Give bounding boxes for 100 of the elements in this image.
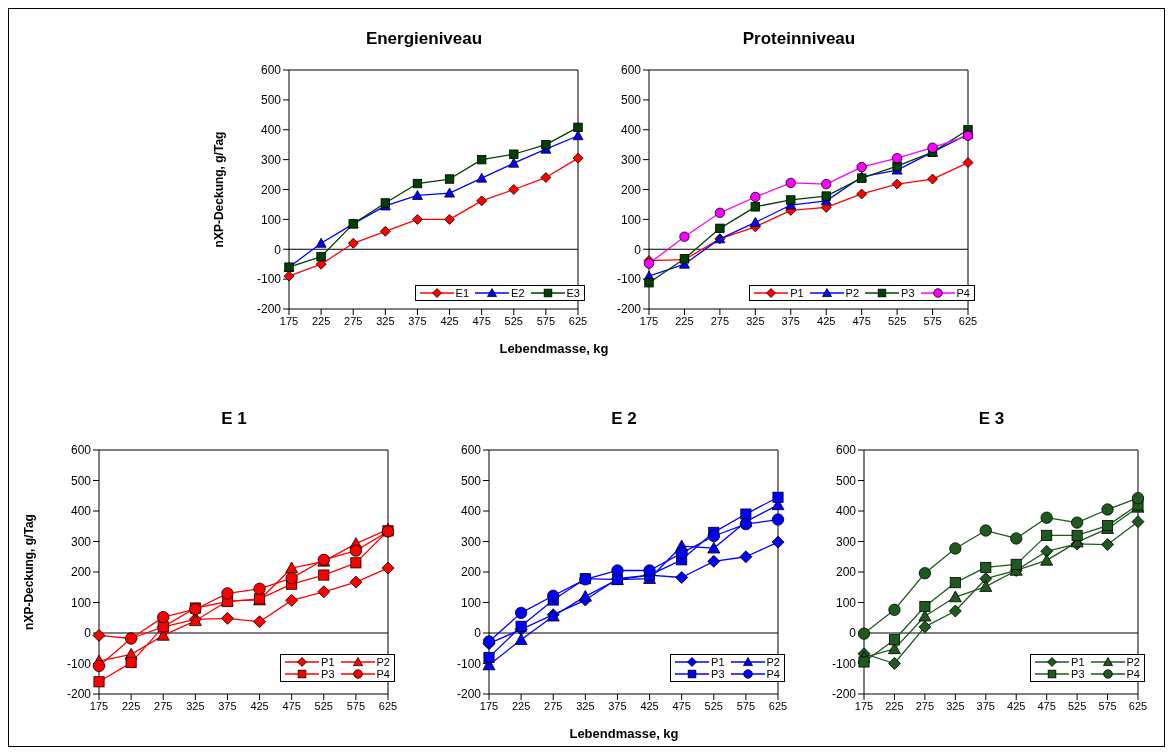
y-axis-title: nXP-Deckung, g/Tag bbox=[212, 131, 227, 248]
x-tick-label: 175 bbox=[89, 699, 109, 712]
y-tick-label: 100 bbox=[620, 212, 642, 227]
x-tick-label: 575 bbox=[346, 699, 366, 712]
legend-label: P2 bbox=[1126, 656, 1140, 668]
y-tick-label: 200 bbox=[70, 565, 92, 580]
legend-label: P2 bbox=[845, 287, 860, 299]
y-tick-label: 100 bbox=[460, 595, 482, 610]
legend-label: P4 bbox=[766, 668, 780, 680]
y-axis-title: nXP-Deckung, g/Tag bbox=[22, 514, 37, 630]
x-tick-label: 225 bbox=[311, 314, 331, 327]
legend-label: P4 bbox=[376, 668, 390, 680]
y-tick-label: 300 bbox=[260, 152, 282, 167]
y-tick-label: 100 bbox=[835, 595, 857, 610]
y-tick-label: 200 bbox=[260, 182, 282, 197]
x-tick-label: 275 bbox=[710, 314, 730, 327]
x-tick-label: 325 bbox=[376, 314, 395, 327]
legend-label: P1 bbox=[1071, 656, 1085, 668]
legend-label: P1 bbox=[321, 656, 335, 668]
x-axis-title: Lebendmasse, kg bbox=[568, 726, 680, 741]
y-tick-label: 400 bbox=[835, 504, 857, 519]
x-tick-label: 475 bbox=[672, 699, 691, 712]
x-tick-label: 575 bbox=[536, 314, 556, 327]
x-tick-label: 275 bbox=[915, 699, 935, 712]
y-tick-label: 200 bbox=[460, 565, 482, 580]
x-tick-label: 325 bbox=[946, 699, 965, 712]
y-tick-label: -200 bbox=[66, 687, 92, 702]
x-tick-label: 425 bbox=[817, 314, 836, 327]
legend-label: P4 bbox=[956, 287, 970, 299]
x-tick-label: 225 bbox=[675, 314, 694, 327]
y-tick-label: -200 bbox=[256, 302, 282, 317]
x-tick-label: 375 bbox=[781, 314, 800, 327]
legend-label: P1 bbox=[790, 287, 804, 299]
y-tick-label: 500 bbox=[70, 473, 92, 488]
chart-title: E 3 bbox=[977, 409, 1006, 429]
y-tick-label: 400 bbox=[620, 123, 642, 138]
x-tick-label: 525 bbox=[1067, 699, 1087, 712]
y-tick-label: 300 bbox=[70, 534, 92, 549]
y-tick-label: -100 bbox=[616, 272, 642, 287]
y-tick-label: -100 bbox=[831, 656, 857, 671]
y-tick-label: 100 bbox=[260, 212, 282, 227]
x-tick-label: 375 bbox=[408, 314, 427, 327]
x-tick-label: 325 bbox=[576, 699, 595, 712]
legend-label: P4 bbox=[1126, 668, 1140, 680]
x-tick-label: 425 bbox=[250, 699, 269, 712]
legend-label: P1 bbox=[711, 656, 725, 668]
x-tick-label: 175 bbox=[479, 699, 499, 712]
y-tick-label: 500 bbox=[620, 93, 642, 108]
y-tick-label: 400 bbox=[70, 504, 92, 519]
x-tick-label: 325 bbox=[746, 314, 765, 327]
x-tick-label: 375 bbox=[218, 699, 237, 712]
x-tick-label: 175 bbox=[279, 314, 299, 327]
x-tick-label: 575 bbox=[1098, 699, 1117, 712]
legend-label: E2 bbox=[511, 287, 525, 299]
y-tick-label: 0 bbox=[634, 242, 642, 257]
y-tick-label: 0 bbox=[849, 626, 857, 641]
y-tick-label: 600 bbox=[460, 443, 482, 458]
y-tick-label: -200 bbox=[831, 687, 857, 702]
legend-label: P2 bbox=[376, 656, 390, 668]
x-tick-label: 475 bbox=[1037, 699, 1056, 712]
x-tick-label: 625 bbox=[768, 699, 788, 712]
x-tick-label: 625 bbox=[568, 314, 588, 327]
y-tick-label: 500 bbox=[835, 473, 857, 488]
x-tick-label: 425 bbox=[640, 699, 659, 712]
x-tick-label: 225 bbox=[121, 699, 141, 712]
y-tick-label: 600 bbox=[70, 443, 92, 458]
chart-title: E 2 bbox=[610, 409, 638, 429]
y-tick-label: 600 bbox=[620, 63, 642, 78]
x-tick-label: 475 bbox=[282, 699, 301, 712]
y-tick-label: 0 bbox=[84, 626, 92, 641]
legend-label: P3 bbox=[711, 668, 725, 680]
x-tick-label: 575 bbox=[923, 314, 942, 327]
legend-label: E1 bbox=[455, 287, 470, 299]
y-tick-label: 600 bbox=[835, 443, 857, 458]
legend-label: E3 bbox=[566, 287, 580, 299]
legend-label: P3 bbox=[901, 287, 915, 299]
x-tick-label: 375 bbox=[608, 699, 627, 712]
x-tick-label: 475 bbox=[472, 314, 491, 327]
x-tick-label: 575 bbox=[736, 699, 756, 712]
y-tick-label: 600 bbox=[260, 63, 282, 78]
x-axis-title: Lebendmasse, kg bbox=[498, 341, 610, 356]
x-tick-label: 175 bbox=[639, 314, 659, 327]
y-tick-label: -100 bbox=[66, 656, 92, 671]
x-tick-label: 275 bbox=[344, 314, 363, 327]
y-tick-label: 400 bbox=[460, 504, 482, 519]
y-tick-label: 100 bbox=[70, 595, 92, 610]
x-tick-label: 225 bbox=[511, 699, 531, 712]
x-tick-label: 525 bbox=[504, 314, 523, 327]
x-tick-label: 425 bbox=[440, 314, 459, 327]
y-tick-label: 0 bbox=[274, 242, 282, 257]
chart-title: Energieniveau bbox=[364, 29, 484, 49]
y-tick-label: 200 bbox=[620, 182, 642, 197]
legend-label: P2 bbox=[766, 656, 780, 668]
x-tick-label: 375 bbox=[976, 699, 995, 712]
chart-title: E 1 bbox=[220, 409, 248, 429]
y-tick-label: 400 bbox=[260, 123, 282, 138]
x-tick-label: 275 bbox=[154, 699, 173, 712]
y-tick-label: 300 bbox=[620, 152, 642, 167]
x-tick-label: 625 bbox=[958, 314, 978, 327]
x-tick-label: 525 bbox=[314, 699, 333, 712]
